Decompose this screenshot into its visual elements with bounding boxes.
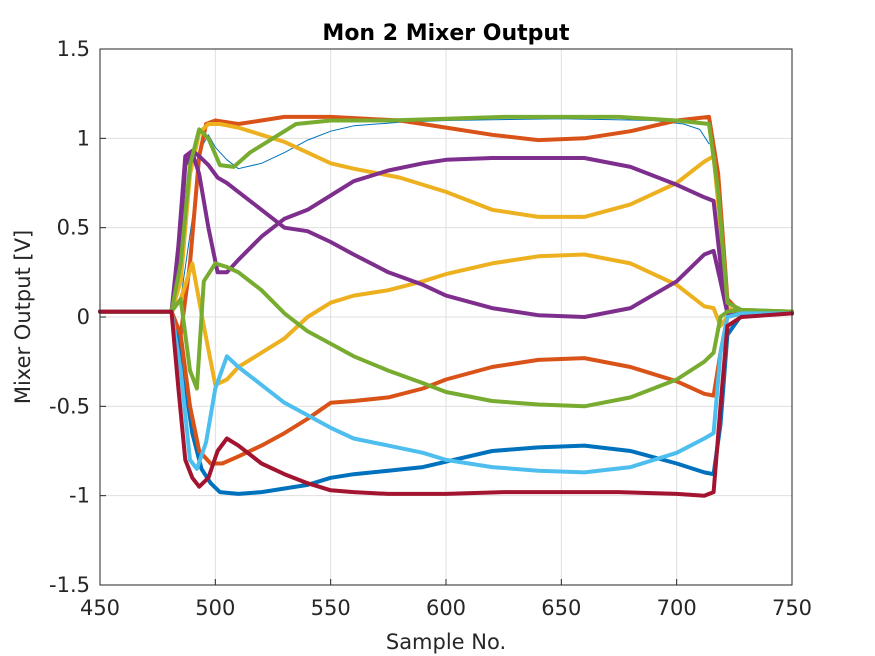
chart-title: Mon 2 Mixer Output <box>322 21 570 46</box>
x-axis-label: Sample No. <box>386 630 506 654</box>
x-tick-label: 750 <box>772 596 812 620</box>
series-line-1 <box>99 118 710 313</box>
y-tick-label: -1 <box>69 484 90 508</box>
x-tick-label: 550 <box>311 596 351 620</box>
y-tick-label: -0.5 <box>49 394 90 418</box>
series-line-8 <box>98 148 794 319</box>
series-line-6 <box>98 252 794 387</box>
y-tick-label: -1.5 <box>49 573 90 597</box>
series-line-10 <box>98 261 794 409</box>
x-tick-label: 700 <box>657 596 697 620</box>
x-tick-label: 500 <box>195 596 235 620</box>
x-tick-label: 450 <box>80 596 120 620</box>
x-tick-label: 650 <box>541 596 581 620</box>
series-line-9 <box>98 114 794 314</box>
y-tick-label: 0 <box>77 305 90 329</box>
series-line-11 <box>98 309 794 475</box>
y-tick-label: 0.5 <box>57 216 90 240</box>
x-tick-label: 600 <box>426 596 466 620</box>
tick-labels: 450 500 550 600 650 700 750 1.5 1 0.5 0 -0.5 -1 -1.5 <box>49 37 812 620</box>
y-tick-label: 1.5 <box>57 37 90 61</box>
series-group <box>98 114 794 498</box>
y-tick-label: 1 <box>77 126 90 150</box>
series-line-2 <box>98 309 794 496</box>
series-line-7 <box>98 150 794 316</box>
y-axis-label: Mixer Output [V] <box>11 230 35 404</box>
series-line-12 <box>98 309 794 498</box>
